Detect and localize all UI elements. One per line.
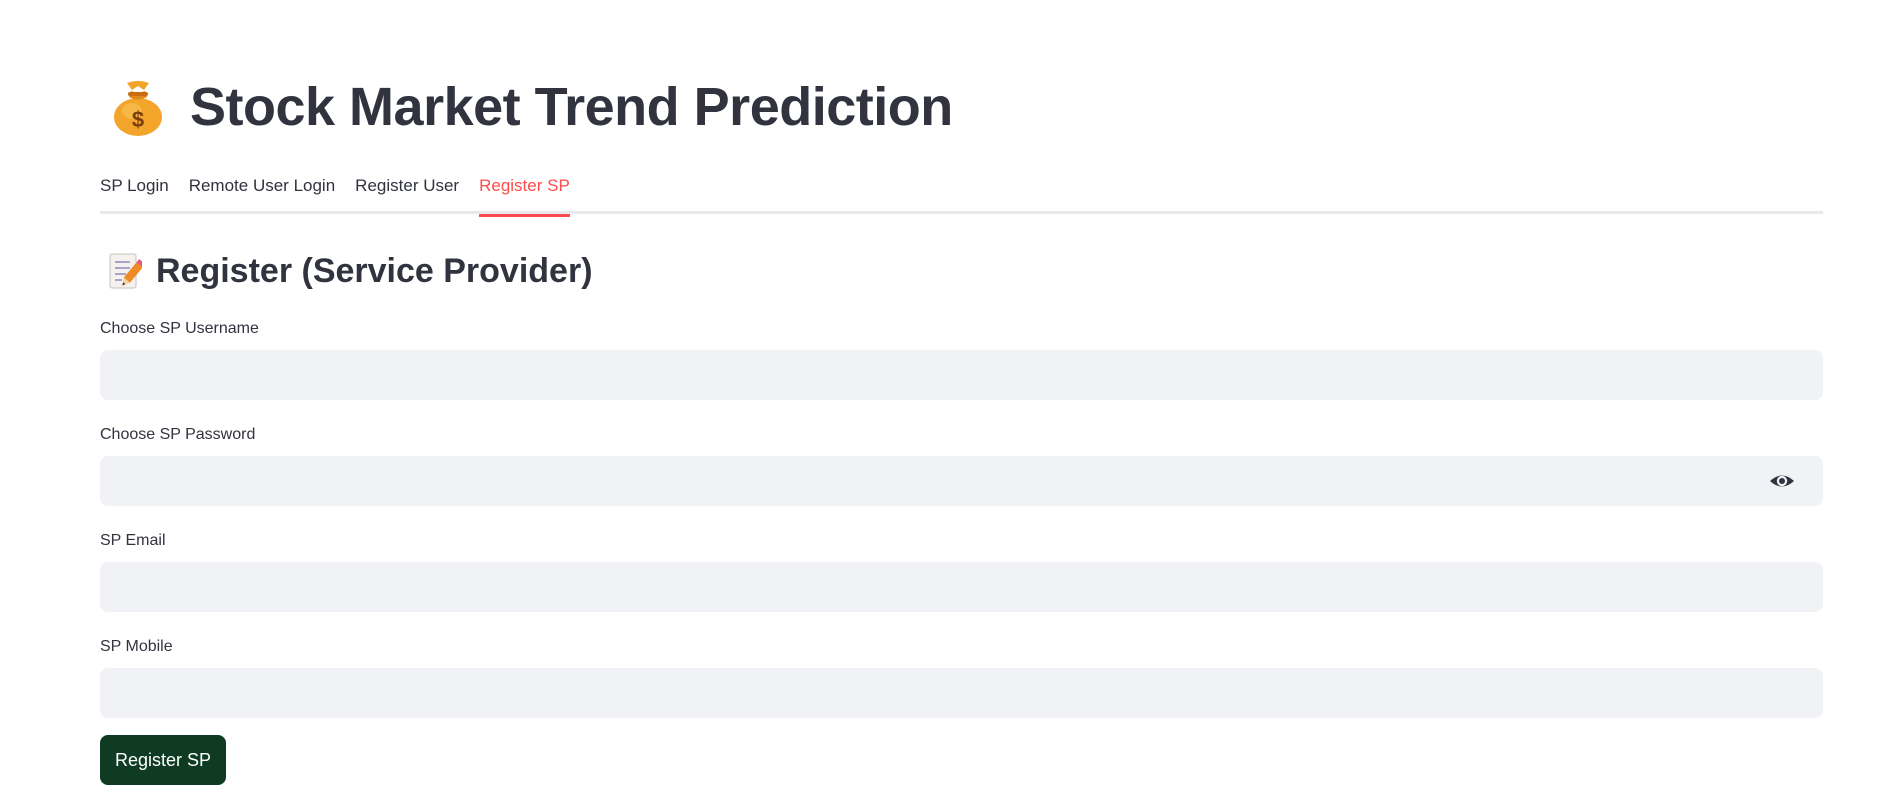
password-field-wrap [100,456,1823,506]
tab-register-sp[interactable]: Register SP [479,166,570,217]
email-input[interactable] [100,562,1823,612]
tab-remote-user-login[interactable]: Remote User Login [188,176,336,195]
email-label: SP Email [100,532,166,549]
username-input[interactable] [100,350,1823,400]
email-field-wrap [100,562,1823,612]
form-subheader: Register (Service Provider) [156,252,593,290]
money-bag-icon: $ [110,77,166,137]
tab-register-user[interactable]: Register User [355,176,460,195]
password-label: Choose SP Password [100,426,256,443]
svg-text:$: $ [132,107,144,132]
page-title: Stock Market Trend Prediction [190,77,953,137]
eye-icon[interactable] [1769,469,1795,493]
memo-icon [108,252,146,290]
form-subheader-row: Register (Service Provider) [100,248,593,294]
page-title-row: $ Stock Market Trend Prediction [100,74,953,140]
mobile-input[interactable] [100,668,1823,718]
password-input[interactable] [100,456,1823,506]
tab-sp-login[interactable]: SP Login [100,176,169,195]
mobile-field-wrap [100,668,1823,718]
username-field-wrap [100,350,1823,400]
tab-bar: SP Login Remote User Login Register User… [100,166,1823,217]
mobile-label: SP Mobile [100,638,173,655]
register-sp-button[interactable]: Register SP [100,735,226,785]
username-label: Choose SP Username [100,320,259,337]
